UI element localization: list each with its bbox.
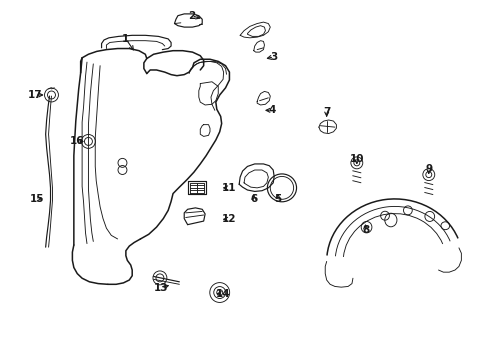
Text: 6: 6 [250, 194, 257, 203]
Text: 11: 11 [222, 183, 237, 193]
Text: 14: 14 [216, 289, 230, 298]
Text: 12: 12 [222, 214, 237, 224]
Text: 15: 15 [30, 194, 44, 203]
Text: 4: 4 [268, 105, 275, 115]
Text: 2: 2 [188, 11, 195, 21]
Text: 3: 3 [270, 52, 278, 62]
Text: 10: 10 [349, 154, 364, 164]
Text: 5: 5 [274, 194, 282, 203]
Text: 7: 7 [323, 107, 330, 117]
Text: 1: 1 [122, 34, 129, 44]
Text: 8: 8 [362, 225, 369, 235]
Text: 16: 16 [70, 136, 84, 147]
Text: 17: 17 [27, 90, 42, 100]
Text: 9: 9 [425, 164, 432, 174]
Text: 13: 13 [154, 283, 169, 293]
